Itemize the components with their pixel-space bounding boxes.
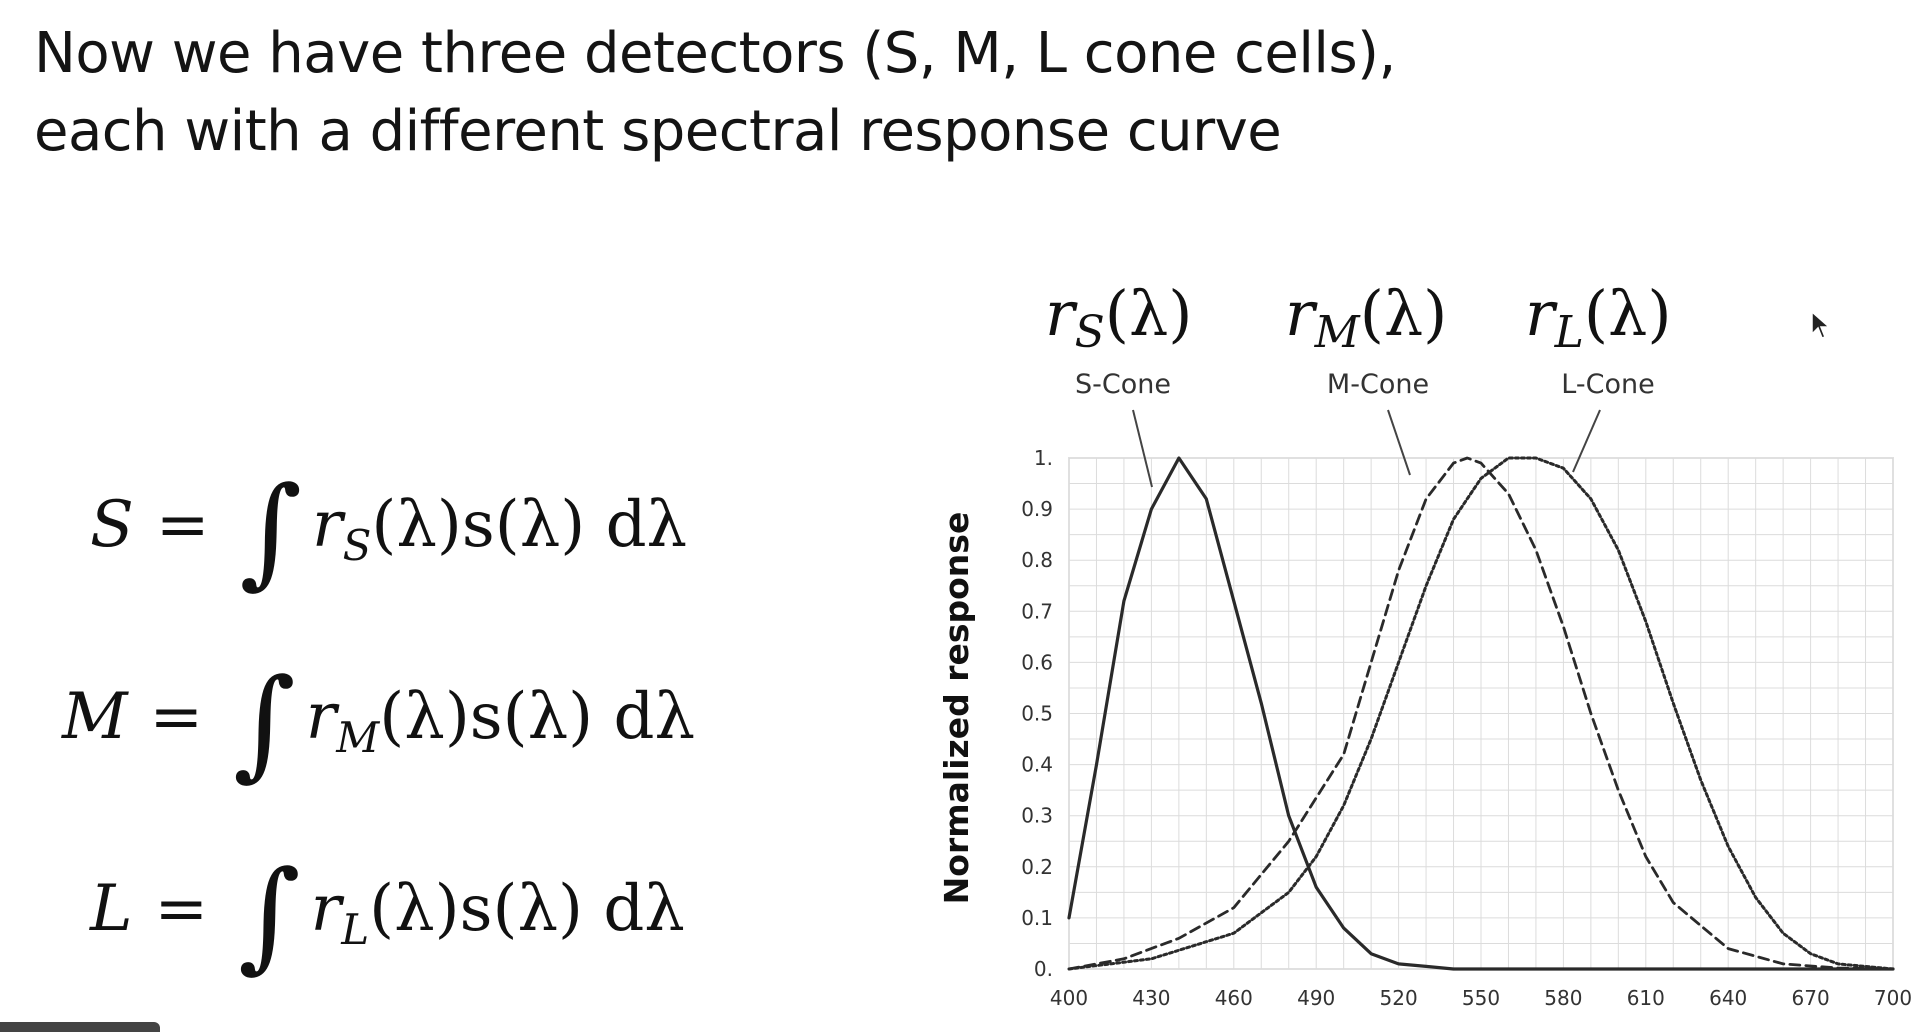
legend-label-m-cone: M-Cone <box>1327 369 1429 400</box>
x-tick-label: 550 <box>1462 986 1500 1010</box>
function-label-s: rS(λ) <box>1045 277 1192 358</box>
leader-line-m-cone <box>1387 409 1411 476</box>
y-axis-title: Normalized response <box>937 512 976 905</box>
x-tick-label: 460 <box>1215 986 1253 1010</box>
equation-l-rest: (λ)s(λ) dλ <box>369 872 685 946</box>
series-line-l-cone <box>1067 456 1895 971</box>
equation-m-rest: (λ)s(λ) dλ <box>379 680 696 754</box>
equation-m-lhs: M <box>62 680 128 754</box>
y-tick-label: 0.9 <box>1021 497 1053 521</box>
x-tick-label: 580 <box>1544 986 1582 1010</box>
equation-s: S = ∫ rS(λ)s(λ) dλ <box>90 462 688 601</box>
x-tick-label: 490 <box>1297 986 1335 1010</box>
series-line-s-cone <box>1067 456 1895 971</box>
y-tick-label: 1. <box>1034 446 1053 470</box>
equation-s-rest: (λ)s(λ) dλ <box>371 488 688 562</box>
leader-line-s-cone <box>1132 409 1153 488</box>
y-tick-label: 0.2 <box>1021 855 1053 879</box>
chart-grid <box>1068 457 1894 970</box>
x-tick-label: 610 <box>1627 986 1665 1010</box>
function-label-s-arg: (λ) <box>1105 277 1193 350</box>
function-label-s-base: r <box>1045 277 1078 350</box>
x-tick-label: 520 <box>1380 986 1418 1010</box>
leader-line-l-cone <box>1572 409 1601 473</box>
y-tick-label: 0.1 <box>1021 906 1053 930</box>
function-label-s-sub: S <box>1075 307 1105 358</box>
x-tick-label: 400 <box>1050 986 1088 1010</box>
legend-label-l-cone: L-Cone <box>1561 369 1654 400</box>
y-tick-label: 0.3 <box>1021 804 1053 828</box>
y-tick-label: 0. <box>1034 957 1053 981</box>
function-label-l-arg: (λ) <box>1584 277 1672 350</box>
slide-title-line-2: each with a different spectral response … <box>34 99 1282 164</box>
function-label-l-base: r <box>1525 277 1558 350</box>
x-tick-label: 640 <box>1709 986 1747 1010</box>
equation-s-lhs: S <box>90 488 134 562</box>
x-tick-label: 430 <box>1132 986 1170 1010</box>
slide-title-line-1: Now we have three detectors (S, M, L con… <box>34 21 1396 86</box>
legend-label-s-cone: S-Cone <box>1075 369 1171 400</box>
x-tick-label: 700 <box>1874 986 1912 1010</box>
function-label-m: rM(λ) <box>1285 277 1447 358</box>
equation-l-subscript: L <box>341 905 370 954</box>
y-tick-label: 0.4 <box>1021 753 1053 777</box>
series-line-m-cone <box>1067 456 1895 971</box>
x-tick-label: 670 <box>1792 986 1830 1010</box>
function-label-m-sub: M <box>1314 307 1361 358</box>
function-label-l: rL(λ) <box>1525 277 1672 358</box>
y-tick-label: 0.5 <box>1021 702 1053 726</box>
bottom-edge-bar <box>0 1022 160 1032</box>
chart-axes: 400 430 460 490 520 550 580 610 640 670 700 0. 0.1 0.… <box>1021 446 1912 1010</box>
equation-l-lhs: L <box>90 872 133 946</box>
function-label-m-arg: (λ) <box>1360 277 1448 350</box>
y-tick-label: 0.6 <box>1021 650 1053 674</box>
y-tick-label: 0.8 <box>1021 548 1053 572</box>
y-tick-label: 0.7 <box>1021 599 1053 623</box>
equation-s-subscript: S <box>342 521 372 570</box>
equation-m-subscript: M <box>336 713 380 762</box>
mouse-pointer-icon <box>1811 310 1831 339</box>
function-label-l-sub: L <box>1554 307 1584 358</box>
equation-m: M = ∫ rM(λ)s(λ) dλ <box>62 654 696 793</box>
equation-l: L = ∫ rL(λ)s(λ) dλ <box>90 846 685 985</box>
function-label-m-base: r <box>1285 277 1318 350</box>
chart-series <box>1067 456 1895 971</box>
